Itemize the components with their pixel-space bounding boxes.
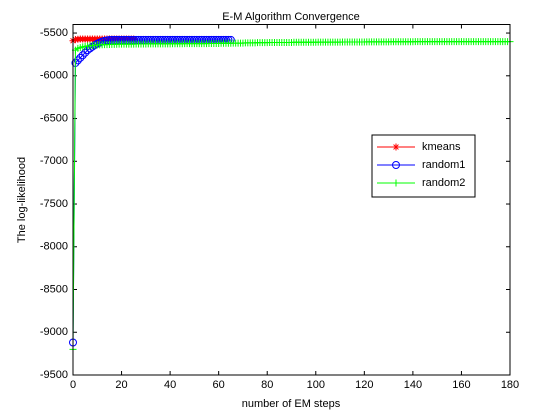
y-tick-label: -5500 — [40, 27, 68, 39]
legend-box — [371, 134, 476, 198]
y-tick-label: -9500 — [40, 369, 68, 381]
marker — [130, 35, 138, 43]
y-tick-label: -6000 — [40, 70, 68, 82]
y-tick-label: -7500 — [40, 198, 68, 210]
y-axis-label: The log-likelihood — [16, 157, 28, 243]
legend-label: random1 — [422, 159, 465, 171]
x-tick-label: 140 — [404, 379, 422, 391]
axes-box — [72, 24, 511, 376]
x-tick-label: 80 — [261, 379, 273, 391]
x-tick-label: 160 — [452, 379, 470, 391]
y-tick-label: -6500 — [40, 112, 68, 124]
series-markers — [69, 35, 235, 347]
x-tick-label: 40 — [164, 379, 176, 391]
x-tick-label: 20 — [115, 379, 127, 391]
legend-label: random2 — [422, 177, 465, 189]
x-tick-label: 180 — [501, 379, 519, 391]
marker — [392, 179, 400, 187]
marker — [78, 51, 87, 60]
legend: kmeans random1 random2 — [371, 134, 476, 198]
series-markers — [69, 38, 514, 353]
legend-label: kmeans — [422, 141, 461, 153]
y-tick-label: -9000 — [40, 326, 68, 338]
marker — [392, 161, 400, 169]
x-tick-label: 60 — [213, 379, 225, 391]
y-tick-label: -8500 — [40, 283, 68, 295]
x-tick-label: 100 — [307, 379, 325, 391]
marker — [392, 143, 400, 151]
x-tick-label: 120 — [355, 379, 373, 391]
marker — [73, 56, 82, 65]
x-axis-label: number of EM steps — [242, 398, 341, 410]
y-tick-label: -8000 — [40, 241, 68, 253]
plot-area — [73, 24, 510, 375]
x-tick-label: 0 — [70, 379, 76, 391]
marker — [76, 53, 85, 62]
chart-title: E-M Algorithm Convergence — [222, 11, 360, 23]
y-tick-label: -7000 — [40, 155, 68, 167]
